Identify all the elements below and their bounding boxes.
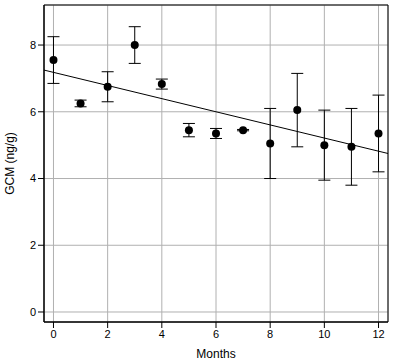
svg-text:6: 6 bbox=[213, 328, 219, 340]
svg-text:12: 12 bbox=[372, 328, 384, 340]
svg-text:10: 10 bbox=[318, 328, 330, 340]
svg-text:6: 6 bbox=[30, 106, 36, 118]
svg-text:4: 4 bbox=[159, 328, 165, 340]
svg-text:0: 0 bbox=[50, 328, 56, 340]
svg-text:2: 2 bbox=[105, 328, 111, 340]
svg-text:8: 8 bbox=[30, 39, 36, 51]
svg-text:2: 2 bbox=[30, 239, 36, 251]
svg-text:GCM (ng/g): GCM (ng/g) bbox=[8, 132, 17, 195]
svg-text:4: 4 bbox=[30, 172, 36, 184]
svg-text:8: 8 bbox=[267, 328, 273, 340]
svg-text:0: 0 bbox=[30, 306, 36, 318]
svg-text:Months: Months bbox=[196, 347, 235, 361]
